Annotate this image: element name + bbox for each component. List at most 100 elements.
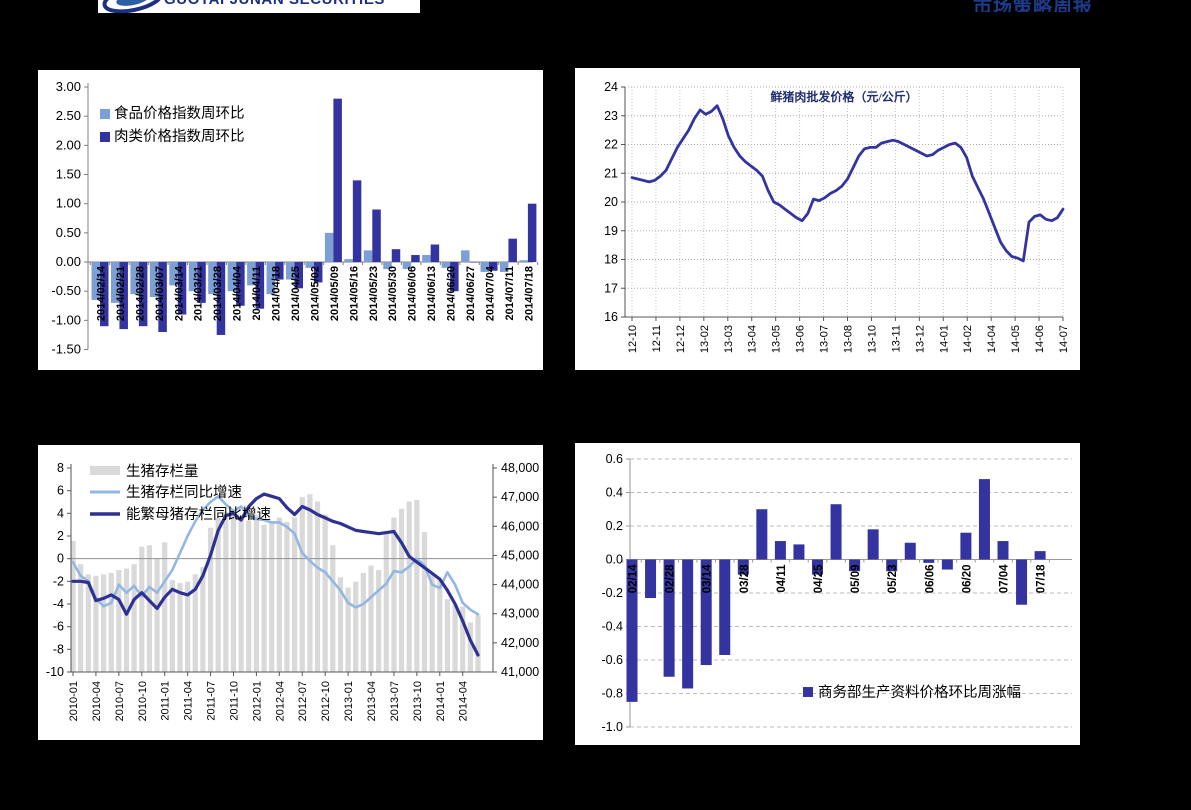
svg-text:2013-01: 2013-01: [343, 681, 355, 721]
svg-text:20: 20: [604, 195, 618, 209]
svg-text:05/09: 05/09: [850, 565, 862, 594]
materials-price-wow-chart: 0.6 0.4 0.2 0.0 -0.2 -0.4 -0.6 -0.8 -1.0 02/14 02/…: [601, 452, 1072, 734]
svg-text:22: 22: [604, 138, 618, 152]
svg-text:12-11: 12-11: [651, 325, 663, 352]
svg-text:商务部生产资料价格环比周涨幅: 商务部生产资料价格环比周涨幅: [818, 684, 1021, 701]
svg-text:生猪存栏同比增速: 生猪存栏同比增速: [126, 484, 242, 501]
svg-text:03/14: 03/14: [702, 564, 714, 593]
svg-text:-2: -2: [53, 574, 64, 588]
svg-text:13-06: 13-06: [795, 325, 807, 353]
svg-text:2010-07: 2010-07: [114, 681, 126, 721]
svg-text:06/06: 06/06: [924, 565, 936, 594]
svg-text:48,000: 48,000: [501, 461, 539, 475]
svg-text:19: 19: [604, 224, 618, 238]
svg-text:2014/03/21: 2014/03/21: [193, 266, 205, 321]
svg-text:2014/06/20: 2014/06/20: [446, 266, 458, 321]
svg-text:2014/02/21: 2014/02/21: [115, 266, 127, 321]
svg-text:23: 23: [604, 109, 618, 123]
svg-text:16: 16: [604, 310, 618, 324]
svg-text:2012-04: 2012-04: [274, 681, 286, 721]
svg-text:13-05: 13-05: [771, 325, 783, 353]
svg-text:14-07: 14-07: [1058, 325, 1070, 353]
svg-text:2013-07: 2013-07: [389, 681, 401, 721]
svg-text:-0.2: -0.2: [601, 586, 623, 600]
svg-text:2.00: 2.00: [56, 137, 81, 152]
report-title: 市场策略周报: [973, 0, 1094, 12]
svg-text:8: 8: [57, 461, 64, 475]
svg-text:能繁母猪存栏同比增速: 能繁母猪存栏同比增速: [126, 506, 271, 523]
svg-text:04/11: 04/11: [776, 564, 788, 593]
svg-text:-1.00: -1.00: [51, 312, 81, 327]
svg-text:47,000: 47,000: [501, 490, 539, 504]
svg-text:2014/05/23: 2014/05/23: [368, 266, 380, 321]
svg-text:2014-04: 2014-04: [458, 681, 470, 721]
svg-text:13-11: 13-11: [890, 325, 902, 352]
svg-text:42,000: 42,000: [501, 636, 539, 650]
svg-text:2014/03/07: 2014/03/07: [154, 266, 166, 321]
svg-text:-0.4: -0.4: [601, 620, 623, 634]
svg-text:-0.6: -0.6: [601, 653, 623, 667]
svg-text:2014/06/06: 2014/06/06: [407, 266, 419, 321]
svg-text:14-02: 14-02: [962, 325, 974, 353]
svg-text:2014/03/28: 2014/03/28: [212, 266, 224, 321]
svg-text:2012-01: 2012-01: [251, 681, 263, 721]
svg-text:12-10: 12-10: [627, 325, 639, 353]
svg-text:-1.0: -1.0: [601, 720, 623, 734]
svg-text:46,000: 46,000: [501, 519, 539, 533]
svg-text:2012-07: 2012-07: [297, 681, 309, 721]
chart-panel-food-meat-price-index: 3.00 2.50 2.00 1.50 1.00 0.50 0.00 -0.50 -1.00 -1…: [38, 70, 543, 370]
svg-text:2014/07/18: 2014/07/18: [523, 266, 535, 321]
svg-text:2014/04/04: 2014/04/04: [232, 265, 244, 321]
svg-text:14-01: 14-01: [938, 325, 950, 353]
svg-text:-0.50: -0.50: [51, 283, 81, 298]
svg-text:0.2: 0.2: [606, 519, 623, 533]
svg-text:3.00: 3.00: [56, 79, 81, 94]
svg-text:05/23: 05/23: [887, 565, 899, 594]
svg-text:2011-07: 2011-07: [206, 681, 218, 721]
logo-strip: GUOTAI JUNAN SECURITIES: [98, 0, 420, 13]
svg-text:0.50: 0.50: [56, 225, 81, 240]
svg-text:13-07: 13-07: [819, 325, 831, 353]
svg-text:生猪存栏量: 生猪存栏量: [126, 463, 199, 480]
svg-text:04/25: 04/25: [813, 564, 825, 593]
svg-text:鲜猪肉批发价格（元/公斤）: 鲜猪肉批发价格（元/公斤）: [770, 89, 917, 104]
chart-panel-materials-price-wow: 0.6 0.4 0.2 0.0 -0.2 -0.4 -0.6 -0.8 -1.0 02/14 02/…: [575, 443, 1080, 745]
svg-text:2014/05/09: 2014/05/09: [329, 266, 341, 321]
svg-text:食品价格指数周环比: 食品价格指数周环比: [114, 105, 245, 122]
svg-text:2014/05/02: 2014/05/02: [309, 266, 321, 321]
svg-text:-10: -10: [46, 665, 64, 679]
svg-text:13-03: 13-03: [723, 325, 735, 353]
svg-text:24: 24: [604, 80, 618, 94]
svg-text:07/04: 07/04: [999, 564, 1011, 593]
svg-text:2011-10: 2011-10: [228, 681, 240, 721]
svg-text:2014/03/14: 2014/03/14: [173, 265, 185, 321]
svg-text:13-02: 13-02: [699, 325, 711, 353]
svg-text:2014/04/25: 2014/04/25: [290, 266, 302, 321]
svg-text:18: 18: [604, 253, 618, 267]
svg-text:2014/02/14: 2014/02/14: [96, 265, 108, 321]
svg-text:2014/04/18: 2014/04/18: [271, 266, 283, 321]
svg-text:6: 6: [57, 484, 64, 498]
svg-text:41,000: 41,000: [501, 665, 539, 679]
svg-text:13-04: 13-04: [747, 325, 759, 353]
svg-text:2014/02/28: 2014/02/28: [134, 266, 146, 321]
svg-text:13-10: 13-10: [866, 325, 878, 353]
svg-text:2014-01: 2014-01: [435, 681, 447, 721]
svg-text:-1.50: -1.50: [51, 342, 81, 357]
svg-text:2014/04/11: 2014/04/11: [251, 266, 263, 320]
svg-text:2014/06/27: 2014/06/27: [465, 266, 477, 321]
svg-text:0.4: 0.4: [606, 486, 623, 500]
svg-text:17: 17: [604, 281, 618, 295]
svg-text:13-12: 13-12: [914, 325, 926, 353]
pork-wholesale-price-chart: 24 23 22 21 20 19 18 17 16 12-10 12-11 12-12 13-02 13…: [604, 80, 1070, 353]
svg-text:43,000: 43,000: [501, 607, 539, 621]
svg-text:03/28: 03/28: [739, 564, 751, 593]
svg-text:2010-10: 2010-10: [137, 681, 149, 721]
svg-text:0: 0: [57, 552, 64, 566]
svg-text:2010-04: 2010-04: [91, 681, 103, 721]
svg-text:02/14: 02/14: [628, 564, 640, 593]
svg-text:肉类价格指数周环比: 肉类价格指数周环比: [114, 128, 245, 145]
chart-panel-hog-inventory: 8 6 4 2 0 -2 -4 -6 -8 -10 48,000 47,000 46,000 45,000…: [38, 445, 543, 740]
svg-text:2012-10: 2012-10: [320, 681, 332, 721]
svg-text:2.50: 2.50: [56, 108, 81, 123]
